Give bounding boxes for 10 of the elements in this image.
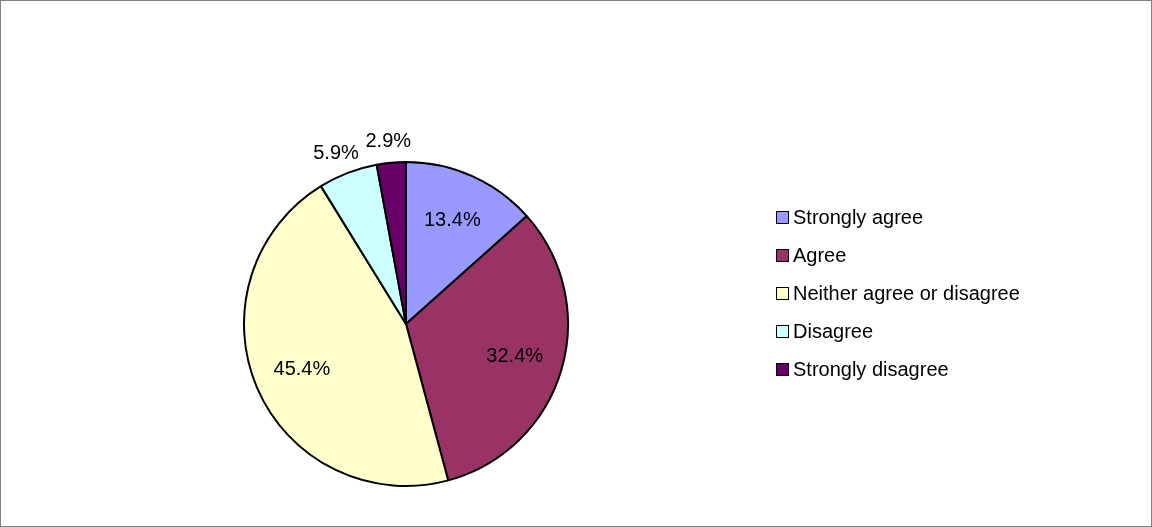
- data-label: 45.4%: [273, 356, 331, 379]
- legend-label: Agree: [793, 243, 847, 267]
- legend-label: Disagree: [793, 319, 874, 343]
- legend-label: Strongly agree: [793, 205, 924, 229]
- data-label: 13.4%: [423, 208, 481, 231]
- data-label: 32.4%: [486, 343, 544, 366]
- data-label: 5.9%: [313, 140, 360, 163]
- data-label: 2.9%: [365, 129, 412, 152]
- legend-label: Neither agree or disagree: [793, 281, 1020, 305]
- legend-label: Strongly disagree: [793, 357, 949, 381]
